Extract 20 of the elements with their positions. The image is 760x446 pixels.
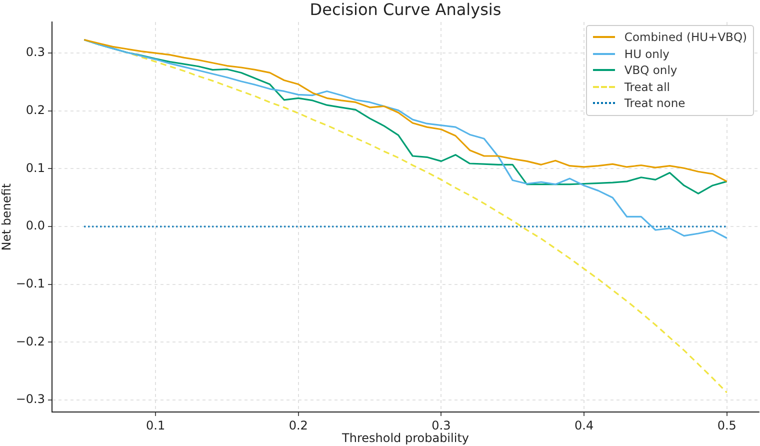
x-tick-label: 0.5 bbox=[717, 418, 736, 432]
y-axis-title: Net benefit bbox=[0, 183, 14, 251]
x-tick-label: 0.3 bbox=[432, 418, 451, 432]
legend-label: Treat all bbox=[624, 80, 670, 94]
y-tick-label: −0.2 bbox=[16, 334, 45, 348]
legend-label: Combined (HU+VBQ) bbox=[624, 30, 747, 44]
y-tick-label: −0.3 bbox=[16, 392, 45, 406]
y-tick-label: 0.1 bbox=[26, 160, 45, 175]
y-tick-label: 0.2 bbox=[26, 103, 45, 118]
y-tick-label: 0.0 bbox=[26, 218, 45, 233]
legend-label: Treat none bbox=[624, 96, 686, 110]
x-tick-label: 0.2 bbox=[288, 418, 308, 432]
y-tick-label: 0.3 bbox=[26, 45, 45, 60]
x-tick-label: 0.4 bbox=[574, 418, 594, 432]
chart-title: Decision Curve Analysis bbox=[308, 0, 502, 19]
y-tick-label: −0.1 bbox=[16, 276, 45, 290]
legend-label: VBQ only bbox=[624, 63, 678, 78]
x-axis-title: Threshold probability bbox=[341, 430, 469, 445]
x-tick-label: 0.1 bbox=[146, 418, 166, 432]
legend-label: HU only bbox=[624, 46, 670, 61]
